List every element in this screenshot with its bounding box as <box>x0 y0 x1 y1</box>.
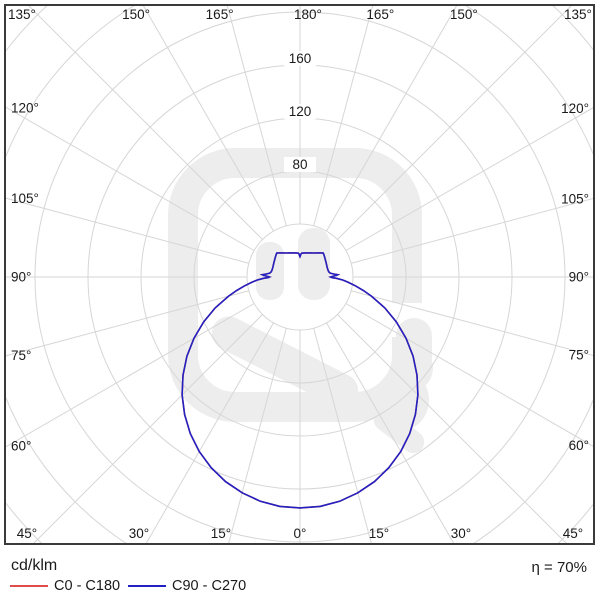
polar-grid <box>5 5 594 544</box>
legend-label-c90-c270: C90 - C270 <box>172 578 247 594</box>
angle-grid-spoke <box>226 5 287 226</box>
angle-grid-spoke <box>5 197 249 264</box>
legend-label-c0-c180: C0 - C180 <box>54 578 121 594</box>
watermark-bar-left <box>256 242 284 300</box>
watermark-bar-right <box>298 228 330 300</box>
angle-label: 135° <box>564 7 592 22</box>
angle-grid-spoke <box>142 5 274 232</box>
angle-grid-spoke <box>337 5 573 240</box>
angle-label: 105° <box>11 191 39 206</box>
tick-label-backing <box>284 51 316 66</box>
angle-label: 165° <box>366 7 394 22</box>
angle-grid-spoke <box>345 106 594 251</box>
tick-label-backing <box>284 157 316 172</box>
angle-grid-spoke <box>351 197 594 264</box>
angle-grid-spoke <box>5 290 249 357</box>
efficiency-label: η = 70% <box>531 559 587 576</box>
c90-c270-curve <box>181 252 419 509</box>
angle-label: 150° <box>122 7 150 22</box>
angle-label: 180° <box>294 7 322 22</box>
angle-label: 120° <box>11 100 39 115</box>
c90-c270-line-swatch <box>128 585 166 587</box>
angle-grid-spoke <box>313 5 374 226</box>
legend: C0 - C180 C90 - C270 <box>0 577 600 595</box>
angle-label: 15° <box>369 526 389 541</box>
angle-grid-spoke <box>326 322 455 544</box>
polar-chart-area: 80 120 160 0° 15° 15° 30° 30° 45° 45° 60° 60° 75° 75°… <box>4 4 595 545</box>
watermark-swoosh <box>211 316 359 408</box>
angle-label: 165° <box>206 7 234 22</box>
legend-item-c90-c270: C90 - C270 <box>128 577 246 595</box>
angle-grid-spoke <box>32 314 263 544</box>
angle-grid-spoke <box>145 322 274 544</box>
units-label: cd/klm <box>11 557 58 574</box>
angle-grid-spoke <box>345 303 594 448</box>
angle-label: 30° <box>129 526 149 541</box>
angle-label: 15° <box>211 526 231 541</box>
angle-label: 90° <box>569 270 589 285</box>
angle-labels: 0° 15° 15° 30° 30° 45° 45° 60° 60° 75° 75° 90° 90° 10… <box>8 7 592 541</box>
angle-grid-spoke <box>27 5 263 240</box>
angle-label: 60° <box>569 438 589 453</box>
watermark-blob-tail <box>373 408 425 454</box>
angle-grid-spoke <box>337 314 568 544</box>
tick-label-backing <box>284 104 316 119</box>
angle-label: 120° <box>561 101 589 116</box>
angle-label: 75° <box>11 348 31 363</box>
plot-frame <box>4 4 595 545</box>
angle-label: 150° <box>450 7 478 22</box>
polar-chart-svg: 80 120 160 0° 15° 15° 30° 30° 45° 45° 60° 60° 75° 75°… <box>4 4 595 545</box>
c0-c180-line-swatch <box>10 585 48 587</box>
angle-label: 135° <box>8 7 36 22</box>
angle-grid-spoke <box>227 328 287 544</box>
angle-grid-spoke <box>351 290 594 357</box>
angle-label: 45° <box>17 526 37 541</box>
radial-tick-label: 160 <box>289 51 312 66</box>
angle-label: 30° <box>451 526 471 541</box>
angle-grid-spoke <box>5 106 255 251</box>
angle-grid-spoke <box>313 328 373 544</box>
legend-item-c0-c180: C0 - C180 <box>10 577 120 595</box>
angle-grid-spoke <box>5 303 255 448</box>
angle-label: 90° <box>11 270 31 285</box>
angle-label: 75° <box>569 348 589 363</box>
angle-label: 105° <box>561 191 589 206</box>
radial-tick-label: 80 <box>292 157 307 172</box>
angle-grid-spoke <box>326 5 458 232</box>
angle-label: 45° <box>563 526 583 541</box>
angle-label: 0° <box>294 526 307 541</box>
radial-tick-label: 120 <box>289 104 312 119</box>
intensity-curves <box>181 252 419 509</box>
angle-label: 60° <box>11 439 31 454</box>
radial-tick-labels: 80 120 160 <box>284 51 316 172</box>
